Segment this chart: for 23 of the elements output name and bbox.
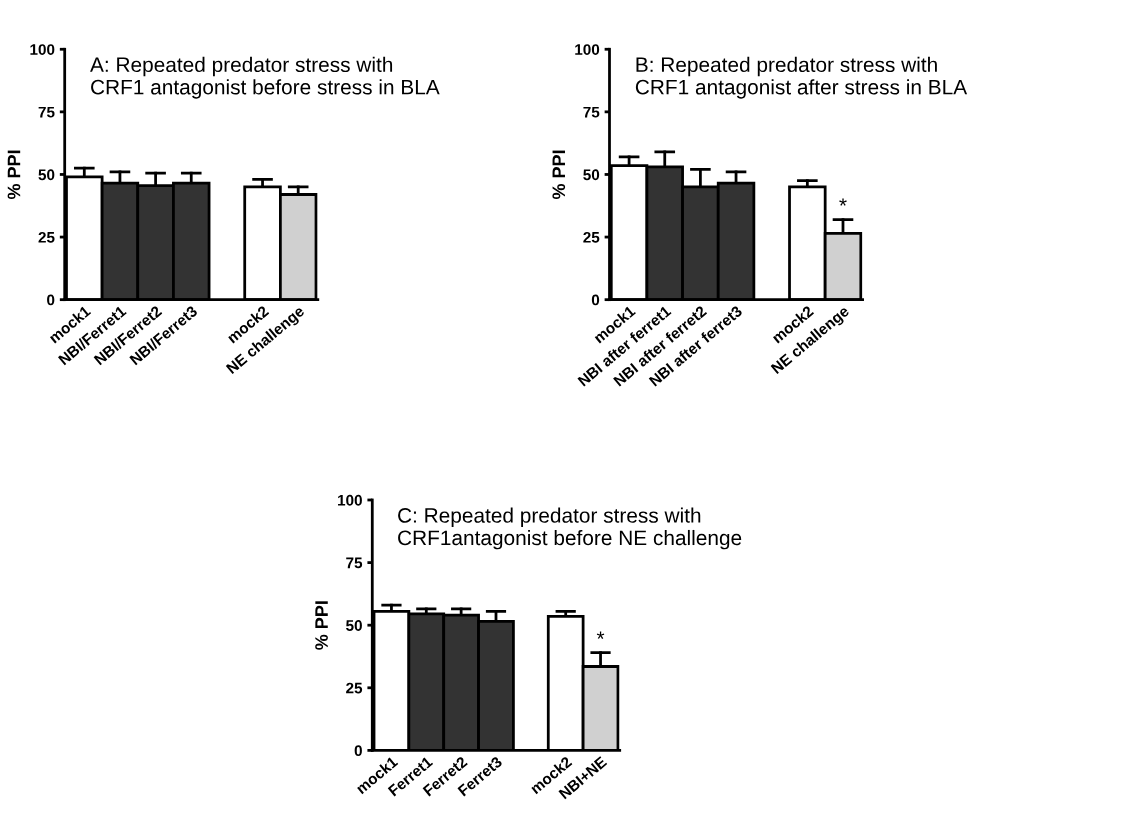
y-tick-label: 75 [38, 106, 55, 118]
y-tick-label: 0 [354, 745, 362, 757]
y-tick-label: 100 [338, 494, 362, 506]
y-tick-label: 50 [583, 169, 600, 181]
y-axis-title: % PPI [315, 601, 328, 650]
y-axis-title: % PPI [7, 150, 21, 200]
y-tick-label: 0 [47, 294, 55, 306]
y-tick-label: 25 [38, 231, 55, 243]
text: B: Repeated predator stress with CRF1 antagonist after stress in BLA [635, 56, 968, 99]
y-tick-label: 25 [346, 682, 363, 694]
text: C: Repeated predator stress with CRF1antagonist before NE challenge [398, 507, 742, 550]
y-tick-label: 100 [575, 44, 600, 55]
y-tick-label: 50 [38, 169, 55, 181]
annotation: * [596, 631, 605, 639]
y-axis-title: % PPI [552, 150, 566, 200]
y-tick-label: 50 [346, 620, 362, 631]
y-tick-label: 100 [30, 44, 55, 55]
annotation: * [839, 198, 847, 206]
text: A: Repeated predator stress with CRF1 antagonist before stress in BLA [90, 56, 440, 99]
y-tick-label: 25 [583, 231, 600, 243]
y-tick-label: 75 [583, 106, 600, 118]
y-tick-label: 75 [346, 557, 363, 569]
y-tick-label: 0 [591, 294, 600, 306]
